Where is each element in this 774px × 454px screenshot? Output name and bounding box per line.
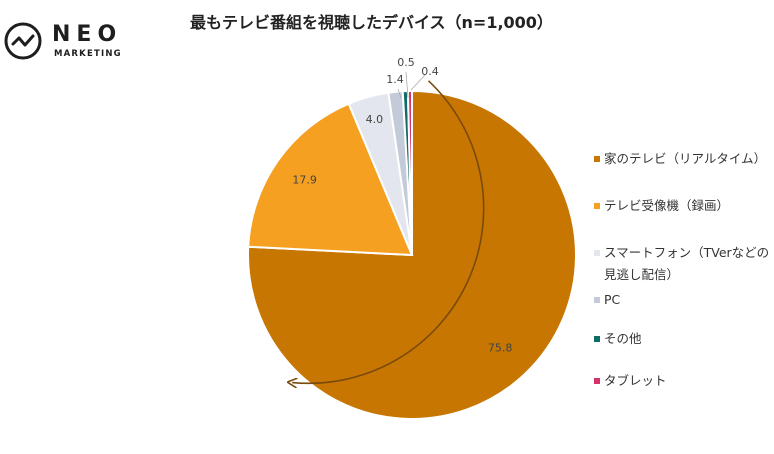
highlight-arrow	[292, 80, 485, 384]
legend-label: タブレット	[604, 373, 667, 388]
legend-item-4: その他	[594, 328, 772, 350]
slice-value-label-4: 0.5	[397, 56, 415, 69]
legend-item-3: PC	[594, 289, 772, 311]
logo-wordmark: NEO	[52, 22, 123, 47]
pie-slice-0	[247, 89, 577, 420]
neo-marketing-logo: NEO MARKETING	[2, 20, 132, 62]
logo-subtitle: MARKETING	[54, 49, 122, 59]
chart-title: 最もテレビ番組を視聴したデバイス（n=1,000）	[190, 13, 553, 32]
legend-label: 家のテレビ（リアルタイム）	[604, 151, 767, 166]
logo-mark-icon	[4, 22, 42, 60]
legend-item-5: タブレット	[594, 370, 772, 392]
slice-value-label-0: 75.8	[488, 342, 513, 355]
legend-swatch	[594, 203, 600, 209]
legend-item-2: スマートフォン（TVerなどの見逃し配信）	[594, 242, 772, 286]
legend-label: PC	[604, 292, 621, 307]
legend-swatch	[594, 378, 600, 384]
slice-value-label-1: 17.9	[292, 174, 317, 187]
leader-line-3	[397, 88, 402, 99]
legend-item-0: 家のテレビ（リアルタイム）	[594, 148, 772, 170]
pie-slice-1	[247, 102, 414, 257]
legend-label: テレビ受像機（録画）	[604, 198, 730, 213]
slice-value-label-3: 1.4	[386, 73, 404, 86]
legend-swatch	[594, 336, 600, 342]
slice-value-label-5: 0.4	[421, 65, 439, 78]
legend-swatch	[594, 156, 600, 162]
legend-item-1: テレビ受像機（録画）	[594, 195, 772, 217]
slice-value-label-2: 4.0	[366, 113, 384, 126]
leader-line-5	[410, 74, 426, 91]
legend-swatch	[594, 250, 600, 256]
legend-label: スマートフォン（TVerなどの見逃し配信）	[604, 245, 770, 282]
legend-swatch	[594, 297, 600, 303]
pie-slice-5	[406, 89, 413, 256]
legend-label: その他	[604, 331, 642, 346]
leader-line-4	[405, 71, 409, 99]
